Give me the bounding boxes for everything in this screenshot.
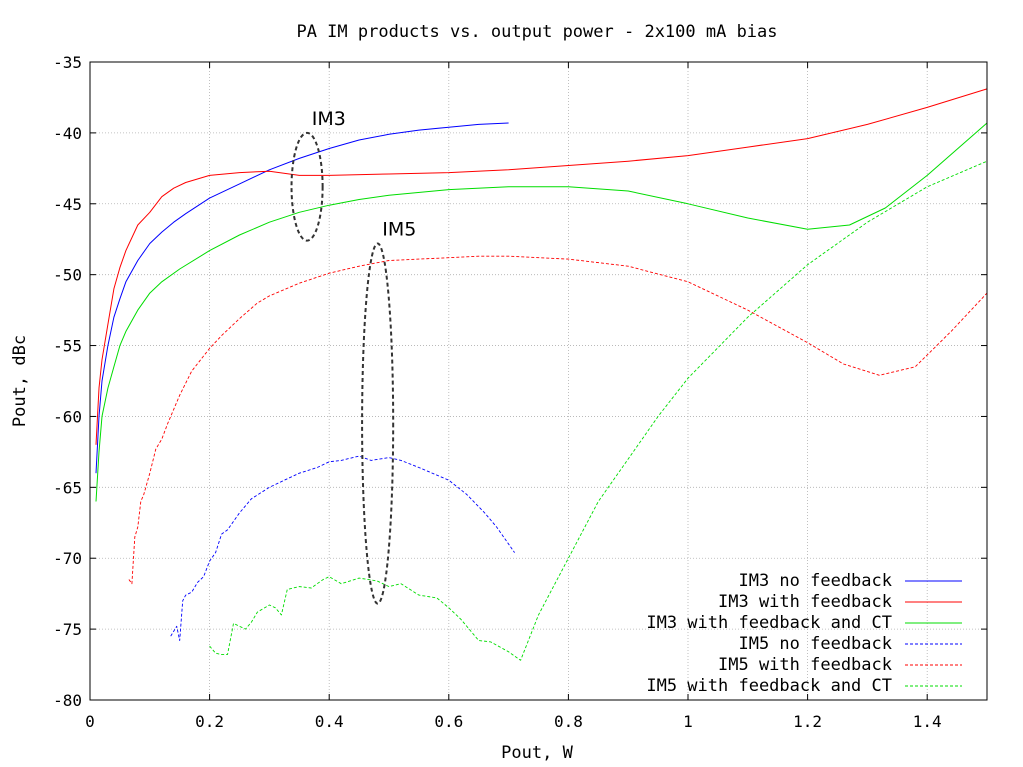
x-tick-label: 0.4	[315, 712, 344, 731]
chart-title: PA IM products vs. output power - 2x100 …	[296, 22, 777, 42]
x-tick-label: 1.4	[913, 712, 942, 731]
annotation-ellipse-1	[290, 131, 324, 242]
y-tick-label: -60	[53, 407, 82, 426]
legend-label-6: IM5 with feedback and CT	[646, 676, 892, 696]
x-tick-labels: 0 0.2 0.4 0.6 0.8 1 1.2 1.4	[85, 712, 941, 731]
series-line-6	[209, 160, 988, 661]
annotation-ellipse-2	[361, 242, 395, 605]
legend-label-4: IM5 no feedback	[738, 634, 892, 654]
series-line-3	[95, 122, 988, 502]
y-tick-label: -75	[53, 620, 82, 639]
annotation-layer: IM3 IM5	[290, 108, 416, 605]
x-tick-label: 0.6	[434, 712, 463, 731]
plot-frame	[89, 61, 988, 701]
x-tick-label: 0	[85, 712, 95, 731]
x-tick-label: 1	[683, 712, 693, 731]
annotation-label-2: IM5	[382, 218, 416, 240]
x-tick-label: 0.2	[195, 712, 224, 731]
legend-label-2: IM3 with feedback	[718, 592, 892, 612]
x-tick-label: 0.8	[554, 712, 583, 731]
y-tick-labels: -80 -75 -70 -65 -60 -55 -50 -45 -40 -35	[53, 53, 82, 710]
x-tick-label: 1.2	[793, 712, 822, 731]
series-line-1	[95, 122, 509, 474]
y-tick-label: -35	[53, 53, 82, 72]
legend-label-5: IM5 with feedback	[718, 655, 892, 675]
y-tick-label: -45	[53, 195, 82, 214]
y-tick-label: -50	[53, 266, 82, 285]
grid-layer	[89, 61, 987, 701]
y-tick-label: -40	[53, 124, 82, 143]
legend-label-3: IM3 with feedback and CT	[646, 613, 892, 633]
annotation-label-1: IM3	[312, 108, 346, 130]
series-line-4	[170, 455, 515, 641]
series-line-2	[95, 88, 988, 445]
series-layer	[95, 88, 988, 661]
x-axis-label: Pout, W	[501, 743, 573, 763]
y-tick-label: -70	[53, 549, 82, 568]
y-tick-label: -80	[53, 691, 82, 710]
legend-label-1: IM3 no feedback	[738, 571, 892, 591]
series-line-5	[128, 255, 988, 585]
y-axis-label: Pout, dBc	[10, 335, 30, 427]
y-tick-label: -55	[53, 337, 82, 356]
y-tick-label: -65	[53, 478, 82, 497]
